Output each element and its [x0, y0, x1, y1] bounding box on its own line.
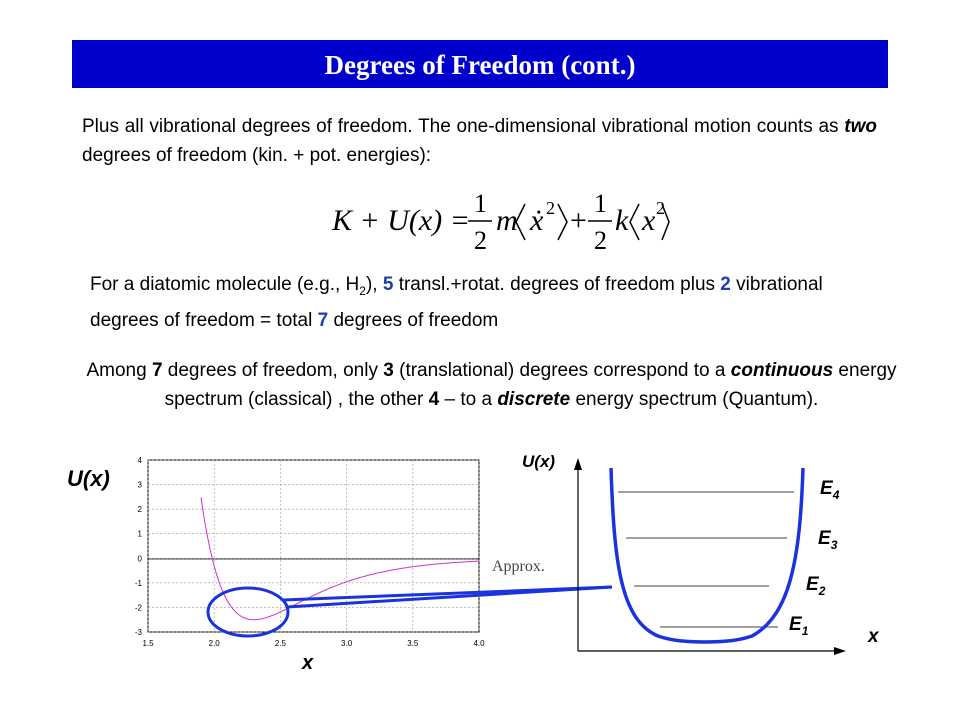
- ytick-label: -2: [135, 603, 143, 612]
- ytick-label: 1: [138, 530, 143, 539]
- spectrum-paragraph: Among 7 degrees of freedom, only 3 (tran…: [86, 360, 897, 410]
- slide-title: Degrees of Freedom (cont.): [72, 40, 888, 88]
- svg-text:2: 2: [594, 226, 607, 255]
- label-e3: E3: [818, 528, 838, 552]
- xtick-label: 4.0: [473, 639, 485, 648]
- svg-text:2: 2: [474, 226, 487, 255]
- label-e2: E2: [806, 574, 826, 598]
- xtick-label: 2.5: [275, 639, 287, 648]
- quantum-well-diagram: [574, 458, 846, 655]
- svg-text:2: 2: [546, 198, 555, 218]
- svg-text:2: 2: [656, 198, 665, 218]
- ytick-label: -3: [135, 628, 143, 637]
- ytick-label: 2: [138, 505, 143, 514]
- label-e4: E4: [820, 478, 840, 502]
- approx-label: Approx.: [492, 558, 545, 575]
- diatomic-paragraph: For a diatomic molecule (e.g., H2), 5 tr…: [90, 274, 823, 331]
- svg-text:+: +: [570, 204, 587, 237]
- left-ylabel: U(x): [67, 466, 110, 491]
- potential-plot: 4 3 2 1 0 -1 -2 -3 1.5 2.0 2.5 3.0 3.5 4.0: [135, 456, 485, 648]
- xtick-label: 3.0: [341, 639, 353, 648]
- highlight-ellipse: [206, 586, 290, 638]
- svg-text:1: 1: [474, 189, 487, 218]
- left-xlabel: x: [302, 652, 314, 674]
- label-e1: E1: [789, 614, 809, 638]
- svg-text:ẋ: ẋ: [529, 204, 544, 237]
- zoom-line-lower: [286, 585, 613, 609]
- xtick-label: 1.5: [142, 639, 154, 648]
- ytick-label: 0: [138, 554, 143, 563]
- ytick-label: -1: [135, 579, 143, 588]
- energy-equation: K + U(x) = 1 2 m ẋ 2 + 1 2 k x 2: [330, 186, 670, 256]
- svg-text:m: m: [496, 204, 518, 237]
- right-xlabel: x: [868, 626, 879, 647]
- potential-well-curve: [609, 467, 805, 644]
- xtick-label: 3.5: [407, 639, 419, 648]
- right-ylabel: U(x): [522, 452, 556, 471]
- eq-lhs: K + U(x) =: [331, 204, 470, 237]
- svg-text:x: x: [641, 204, 656, 237]
- xtick-label: 2.0: [209, 639, 221, 648]
- svg-text:k: k: [615, 204, 629, 237]
- ytick-label: 3: [138, 481, 143, 490]
- ytick-label: 4: [138, 456, 143, 465]
- svg-text:1: 1: [594, 189, 607, 218]
- vibrational-paragraph: Plus all vibrational degrees of freedom.…: [82, 116, 877, 166]
